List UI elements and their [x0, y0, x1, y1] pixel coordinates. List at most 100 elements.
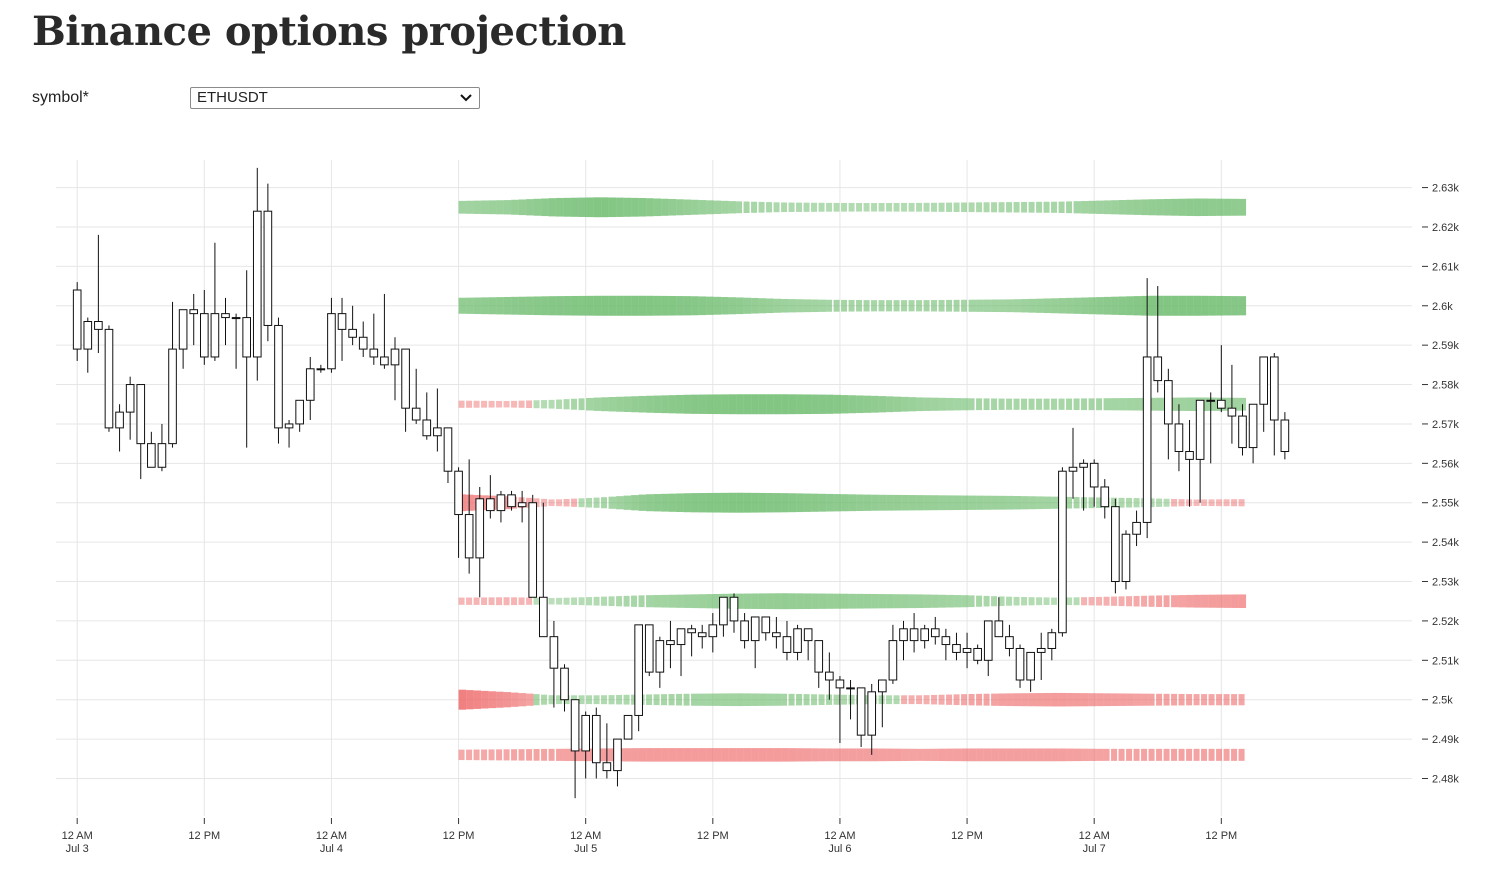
projection-segment: [1133, 498, 1140, 508]
projection-segment: [1118, 398, 1127, 411]
projection-segment: [1156, 295, 1164, 316]
projection-segment: [518, 199, 527, 216]
projection-segment: [646, 494, 654, 512]
projection-segment: [698, 693, 707, 706]
projection-segment: [931, 495, 939, 511]
candle-body: [708, 624, 718, 638]
projection-segment: [811, 299, 819, 313]
projection-segment: [961, 495, 969, 510]
projection-segment: [983, 398, 990, 411]
projection-segment: [1066, 496, 1073, 509]
projection-segment: [863, 593, 872, 609]
projection-segment: [781, 298, 789, 313]
projection-segment: [1216, 198, 1224, 216]
projection-segment: [721, 492, 729, 513]
projection-segment: [1163, 595, 1170, 608]
projection-segment: [698, 748, 707, 762]
projection-segment: [1103, 398, 1112, 411]
projection-segment: [698, 296, 707, 316]
candle-body: [1153, 356, 1163, 382]
projection-segment: [886, 494, 894, 511]
projection-segment: [1111, 748, 1118, 761]
projection-segment: [863, 395, 872, 413]
projection-segment: [578, 197, 587, 217]
projection-segment: [1096, 596, 1103, 606]
candle-body: [252, 210, 262, 358]
projection-segment: [1201, 748, 1208, 761]
projection-segment: [796, 202, 803, 212]
projection-segment: [938, 694, 945, 705]
candle-body: [835, 679, 845, 689]
projection-segment: [698, 200, 707, 215]
candle-body: [104, 328, 114, 429]
candle-body: [1121, 533, 1131, 583]
projection-segment: [743, 492, 752, 513]
projection-segment: [1066, 398, 1073, 410]
projection-segment: [1156, 693, 1163, 706]
projection-segment: [886, 202, 893, 212]
projection-segment: [616, 694, 623, 705]
projection-segment: [676, 493, 684, 513]
projection-segment: [466, 400, 473, 408]
projection-segment: [991, 596, 998, 607]
projection-segment: [608, 695, 615, 705]
projection-segment: [826, 493, 834, 512]
projection-segment: [1178, 295, 1187, 316]
projection-segment: [1073, 748, 1082, 762]
projection-segment: [466, 749, 473, 761]
projection-segment: [1006, 202, 1013, 213]
projection-segment: [676, 594, 684, 608]
projection-segment: [511, 199, 519, 215]
projection-segment: [1036, 693, 1044, 707]
projection-segment: [953, 595, 962, 608]
projection-segment: [1223, 748, 1230, 761]
projection-segment: [803, 493, 812, 512]
projection-segment: [1133, 296, 1142, 316]
projection-segment: [1171, 198, 1179, 216]
projection-segment: [1186, 748, 1193, 761]
projection-segment: [721, 748, 729, 762]
projection-segment: [473, 200, 482, 214]
projection-segment: [466, 597, 473, 605]
projection-segment: [533, 400, 540, 409]
projection-segment: [1201, 694, 1208, 706]
symbol-select[interactable]: ETHUSDT: [190, 87, 480, 109]
projection-segment: [706, 296, 714, 315]
projection-segment: [466, 297, 474, 314]
projection-segment: [961, 595, 969, 608]
projection-segment: [901, 202, 908, 212]
projection-segment: [593, 497, 600, 508]
projection-segment: [481, 297, 489, 315]
projection-segment: [736, 394, 744, 415]
projection-segment: [856, 300, 863, 312]
projection-segment: [661, 594, 669, 608]
projection-segment: [983, 495, 992, 510]
projection-segment: [818, 202, 825, 212]
projection-segment: [1118, 296, 1127, 316]
candle-body: [1185, 451, 1194, 460]
projection-segment: [638, 198, 647, 217]
projection-segment: [556, 296, 564, 316]
candle-body: [1026, 651, 1035, 681]
projection-segment: [826, 299, 833, 312]
projection-segment: [871, 748, 879, 762]
projection-segment: [1208, 198, 1217, 216]
projection-segment: [811, 694, 818, 706]
projection-segment: [1058, 398, 1065, 410]
projection-segment: [1126, 497, 1133, 508]
projection-segment: [1051, 692, 1059, 707]
candle-body: [909, 628, 919, 642]
projection-segment: [1171, 693, 1178, 706]
projection-segment: [968, 748, 977, 762]
candle-body: [1142, 356, 1152, 523]
x-tick-label: 12 AM: [570, 830, 601, 842]
projection-segment: [1088, 597, 1095, 606]
projection-segment: [1058, 298, 1067, 314]
projection-segment: [758, 298, 767, 314]
projection-segment: [1148, 693, 1155, 706]
projection-segment: [1238, 198, 1247, 216]
projection-segment: [848, 299, 855, 312]
x-tick-label: 12 AM: [316, 830, 347, 842]
projection-segment: [1141, 693, 1149, 706]
projection-segment: [593, 197, 602, 218]
